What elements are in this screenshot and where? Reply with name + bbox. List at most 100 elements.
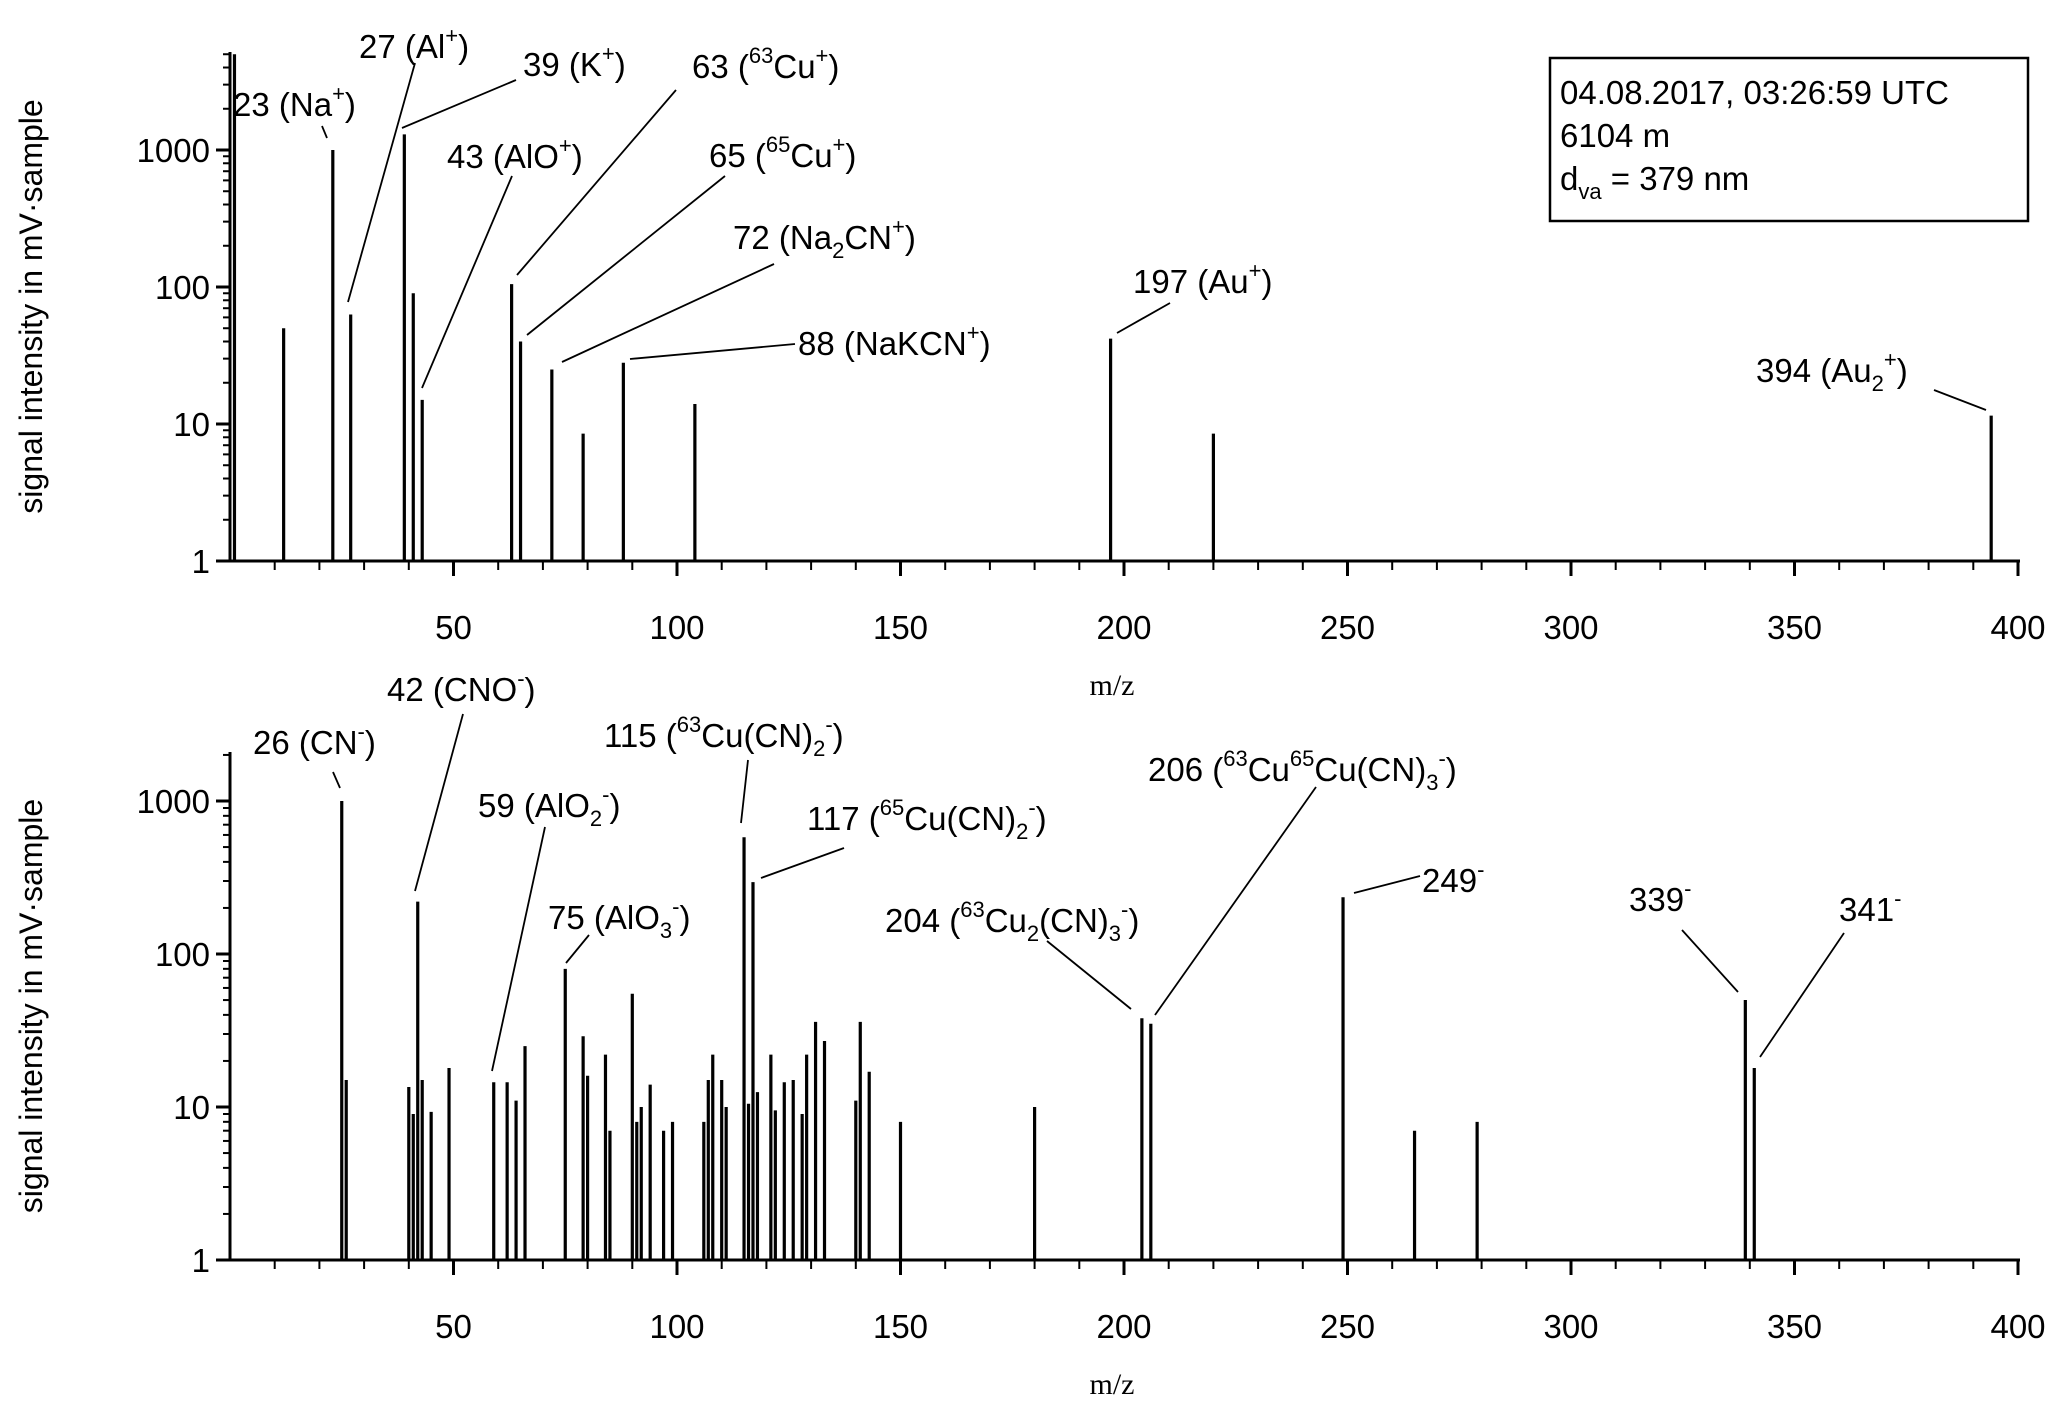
annotation-leader-line [516, 89, 677, 276]
annotation-segment: Cu(CN) [1314, 751, 1426, 788]
annotation-segment: - [1028, 795, 1035, 820]
annotation-leader-line [401, 79, 517, 129]
annotation-segment: 75 (AlO [548, 899, 660, 936]
annotation-segment: + [833, 132, 846, 157]
annotation-segment: Cu(CN) [904, 800, 1016, 837]
x-tick-label: 50 [435, 609, 472, 646]
annotation-segment: 65 [1290, 746, 1314, 771]
peak-annotation: 39 (K+) [523, 41, 626, 83]
annotation-segment: 2 [1016, 819, 1028, 844]
panel-top: 1 10 100 1000 50 100 150 200 250 300 350 400 m/z sign… [13, 23, 2046, 702]
annotation-segment: + [445, 23, 458, 48]
x-tick-label: 100 [649, 609, 704, 646]
annotation-leader-line [740, 759, 749, 824]
annotation-segment: 2 [813, 736, 825, 761]
y-tick-label: 1000 [137, 132, 210, 169]
y-tick-label: 10 [173, 406, 210, 443]
annotation-segment: 72 (Na [733, 219, 833, 256]
annotation-leader-line [421, 175, 513, 389]
annotation-segment: 23 (Na [233, 86, 333, 123]
annotation-segment: - [825, 712, 832, 737]
annotation-segment: Cu(CN) [701, 717, 813, 754]
x-tick-label: 250 [1320, 609, 1375, 646]
annotation-segment: 3 [1426, 770, 1438, 795]
annotation-leader-line [565, 934, 590, 964]
peak-annotation: 206 (63Cu65Cu(CN)3-) [1148, 746, 1457, 795]
annotation-segment: ) [905, 219, 916, 256]
peak-annotation: 43 (AlO+) [447, 133, 583, 175]
info-box-frame [1548, 56, 2030, 223]
peak-annotation: 75 (AlO3-) [548, 894, 690, 943]
x-tick-label: 350 [1767, 1308, 1822, 1345]
annotation-leader-line [1681, 929, 1739, 993]
x-tick-label: 300 [1543, 1308, 1598, 1345]
annotation-segment: - [672, 894, 679, 919]
y-tick-label: 1000 [137, 783, 210, 820]
annotation-segment: ) [980, 325, 991, 362]
annotation-segment: 26 (CN [253, 724, 358, 761]
panel-bottom: 1 10 100 1000 50 100 150 200 250 300 350 400 m/z sign… [13, 666, 2046, 1401]
x-tick-label: 250 [1320, 1308, 1375, 1345]
peak-annotation: 249- [1422, 857, 1484, 899]
annotation-segment: + [602, 41, 615, 66]
peak-annotation: 63 (63Cu+) [692, 43, 839, 85]
x-tick-label: 100 [649, 1308, 704, 1345]
annotation-segment: - [358, 719, 365, 744]
y-tick-label: 100 [155, 936, 210, 973]
annotation-leader-line [321, 125, 328, 139]
peak-annotation: 59 (AlO2-) [478, 782, 620, 831]
peak-annotation: 197 (Au+) [1133, 258, 1272, 300]
info-dva-sub: va [1578, 179, 1602, 204]
annotation-segment: 65 [766, 132, 790, 157]
annotation-segment: 63 [960, 897, 984, 922]
annotation-leader-line [1116, 302, 1171, 334]
annotation-segment: 339 [1629, 881, 1684, 918]
x-axis-title: m/z [1090, 1368, 1135, 1401]
info-dva-label: d [1560, 160, 1578, 197]
peak-annotation: 341- [1839, 886, 1901, 928]
annotation-segment: 115 ( [604, 717, 677, 754]
peak-annotation: 88 (NaKCN+) [798, 320, 991, 362]
peak-annotation: 117 (65Cu(CN)2-) [807, 795, 1047, 844]
annotation-segment: ) [1261, 263, 1272, 300]
annotation-segment: + [892, 214, 905, 239]
annotation-segment: 27 (Al [359, 28, 445, 65]
annotation-segment: 88 (NaKCN [798, 325, 967, 362]
annotation-segment: ) [458, 28, 469, 65]
annotation-segment: 394 (Au [1756, 352, 1872, 389]
annotation-segment: ) [1897, 352, 1908, 389]
annotation-segment: 2 [1027, 921, 1039, 946]
annotation-segment: ) [828, 48, 839, 85]
peak-annotation: 26 (CN-) [253, 719, 376, 761]
annotation-segment: - [1684, 876, 1691, 901]
annotation-segment: ) [1446, 751, 1457, 788]
peak-annotation: 65 (65Cu+) [709, 132, 856, 174]
annotation-segment: 63 ( [692, 48, 749, 85]
annotation-segment: + [559, 133, 572, 158]
x-tick-label: 50 [435, 1308, 472, 1345]
annotation-segment: 63 [1223, 746, 1247, 771]
info-box: 04.08.2017, 03:26:59 UTC 6104 m dva = 37… [1548, 56, 2030, 223]
y-axis-title: signal intensity in mV·sample [13, 799, 49, 1213]
annotation-leader-line [491, 826, 546, 1072]
peak-annotation: 204 (63Cu2(CN)3-) [885, 897, 1139, 946]
annotation-segment: Cu [790, 137, 832, 174]
annotation-segment: 39 (K [523, 46, 602, 83]
x-tick-label: 200 [1096, 609, 1151, 646]
annotation-leader-line [332, 771, 341, 789]
x-axis-title: m/z [1090, 669, 1135, 702]
annotation-leader-line [526, 175, 726, 336]
x-tick-label: 400 [1990, 609, 2045, 646]
peak-annotation: 339- [1629, 876, 1691, 918]
info-datetime: 04.08.2017, 03:26:59 UTC [1560, 74, 1949, 111]
annotation-segment: CN [844, 219, 892, 256]
annotation-segment: 42 (CNO [387, 671, 517, 708]
annotation-segment: 2 [832, 238, 844, 263]
annotation-segment: 206 ( [1148, 751, 1223, 788]
annotation-segment: Cu [985, 902, 1027, 939]
annotation-segment: - [517, 666, 524, 691]
x-tick-label: 200 [1096, 1308, 1151, 1345]
peak-annotation: 115 (63Cu(CN)2-) [604, 712, 844, 761]
annotation-segment: 3 [660, 918, 672, 943]
